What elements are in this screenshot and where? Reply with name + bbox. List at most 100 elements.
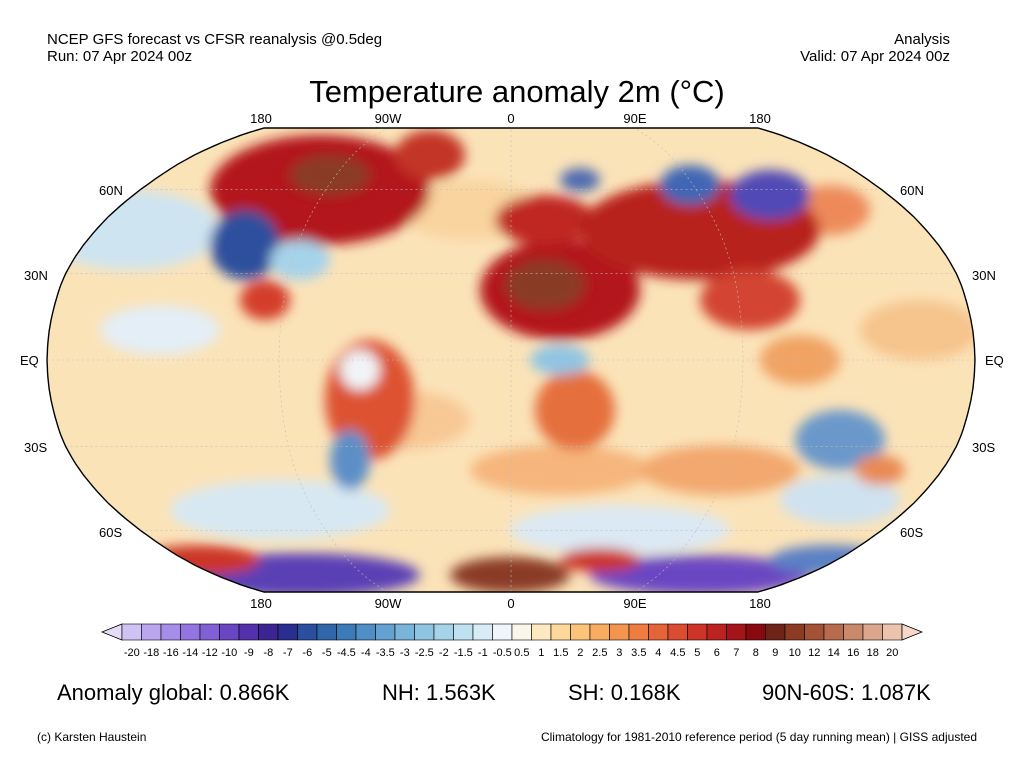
lat-label-right-60n: 60N — [900, 183, 924, 198]
colorbar-swatch — [589, 623, 610, 641]
colorbar-swatch — [180, 623, 201, 641]
colorbar-tick-label: 18 — [866, 647, 879, 659]
colorbar-swatch — [511, 623, 532, 641]
colorbar-tick-label: -1.5 — [453, 647, 473, 659]
colorbar-tick-label: -2 — [438, 647, 449, 659]
type-line: Analysis — [894, 31, 950, 48]
colorbar-swatch — [609, 623, 630, 641]
graticule-meridian — [634, 128, 744, 592]
lat-label-right-60s: 60S — [900, 525, 924, 540]
lon-label-top-90e: 90E — [623, 111, 647, 126]
lat-label-right-eq: EQ — [985, 353, 1004, 368]
colorbar-swatch — [726, 623, 747, 641]
stat-global: Anomaly global: 0.866K — [57, 680, 290, 705]
colorbar-tick-label: -4 — [360, 647, 371, 659]
colorbar-tick-label: 4 — [655, 647, 662, 659]
colorbar-swatch — [414, 623, 435, 641]
colorbar-tick-label: 1 — [538, 647, 545, 659]
colorbar-tick-label: 6 — [713, 647, 720, 659]
colorbar-swatch — [433, 623, 454, 641]
colorbar-swatch — [648, 623, 669, 641]
lon-label-bottom-0: 0 — [507, 596, 515, 611]
colorbar-swatch — [141, 623, 162, 641]
colorbar-tick-label: -3.5 — [375, 647, 395, 659]
colorbar-swatch — [628, 623, 649, 641]
colorbar-tick-label: -10 — [221, 647, 238, 659]
colorbar-tick-label: 3 — [616, 647, 623, 659]
colorbar-swatch — [160, 623, 181, 641]
colorbar-tick-label: -12 — [201, 647, 218, 659]
colorbar-tick-label: 9 — [772, 647, 779, 659]
valid-line: Valid: 07 Apr 2024 00z — [800, 48, 950, 65]
colorbar-tick-label: 8 — [752, 647, 759, 659]
lat-label-right-30s: 30S — [972, 440, 996, 455]
colorbar-swatch — [862, 623, 883, 641]
colorbar-tick-label: -7 — [282, 647, 293, 659]
colorbar-tick-label: 5 — [694, 647, 701, 659]
colorbar-tick-label: 16 — [847, 647, 860, 659]
colorbar-tick-label: -3 — [399, 647, 410, 659]
lon-label-bottom-180w: 180 — [250, 596, 272, 611]
stat-nh: NH: 1.563K — [382, 680, 496, 705]
colorbar-swatch — [258, 623, 279, 641]
colorbar-low-arrow — [100, 623, 123, 641]
colorbar-tick-label: 0.5 — [514, 647, 530, 659]
colorbar-tick-label: -0.5 — [492, 647, 512, 659]
colorbar-swatch — [375, 623, 396, 641]
colorbar-swatch — [531, 623, 552, 641]
colorbar-tick-label: -5 — [321, 647, 332, 659]
colorbar-tick-label: -6 — [302, 647, 313, 659]
lat-label-left-60n: 60N — [99, 183, 123, 198]
lon-label-bottom-180e: 180 — [749, 596, 771, 611]
lon-label-top-180e: 180 — [749, 111, 771, 126]
colorbar-tick-label: 14 — [827, 647, 840, 659]
colorbar-swatch — [667, 623, 688, 641]
colorbar-tick-label: -9 — [243, 647, 254, 659]
colorbar-tick-label: 3.5 — [631, 647, 647, 659]
colorbar-swatch — [238, 623, 259, 641]
colorbar-swatch — [316, 623, 337, 641]
colorbar-swatch — [804, 623, 825, 641]
lon-label-top-0: 0 — [507, 111, 515, 126]
lat-label-left-eq: EQ — [20, 353, 39, 368]
lon-label-top-90w: 90W — [374, 111, 402, 126]
lon-label-bottom-90e: 90E — [623, 596, 647, 611]
colorbar-tick-label: 10 — [788, 647, 801, 659]
colorbar-swatch — [550, 623, 571, 641]
colorbar-swatch — [199, 623, 220, 641]
run-line: Run: 07 Apr 2024 00z — [47, 48, 193, 65]
colorbar-swatch — [297, 623, 318, 641]
colorbar-swatch — [121, 623, 142, 641]
colorbar-tick-label: -2.5 — [414, 647, 434, 659]
colorbar-swatch — [823, 623, 844, 641]
lat-label-left-60s: 60S — [99, 525, 123, 540]
colorbar-tick-label: -4.5 — [336, 647, 356, 659]
colorbar-tick-label: -14 — [182, 647, 199, 659]
colorbar-tick-label: -20 — [123, 647, 140, 659]
graticule-meridian — [278, 128, 388, 592]
colorbar-tick-label: 2.5 — [592, 647, 608, 659]
colorbar-tick-label: 1.5 — [553, 647, 569, 659]
colorbar-swatch — [843, 623, 864, 641]
colorbar-swatch — [219, 623, 240, 641]
colorbar-tick-label: 20 — [886, 647, 899, 659]
stat-arctic: 90N-60S: 1.087K — [762, 680, 931, 705]
map-frame — [46, 127, 976, 593]
colorbar-swatch — [745, 623, 766, 641]
colorbar-swatch — [492, 623, 513, 641]
colorbar-swatch — [570, 623, 591, 641]
lat-label-left-30n: 30N — [24, 268, 48, 283]
lat-label-left-30s: 30S — [24, 440, 48, 455]
colorbar-tick-label: 12 — [808, 647, 821, 659]
colorbar-high-arrow — [901, 623, 924, 641]
colorbar-swatch — [765, 623, 786, 641]
lon-label-bottom-90w: 90W — [374, 596, 402, 611]
lon-label-top-180w: 180 — [250, 111, 272, 126]
colorbar-swatch — [336, 623, 357, 641]
footer-note: Climatology for 1981-2010 reference peri… — [540, 730, 977, 744]
colorbar-tick-label: -8 — [263, 647, 274, 659]
colorbar-swatch — [355, 623, 376, 641]
colorbar-tick-label: -1 — [477, 647, 488, 659]
colorbar-tick-label: 4.5 — [670, 647, 686, 659]
